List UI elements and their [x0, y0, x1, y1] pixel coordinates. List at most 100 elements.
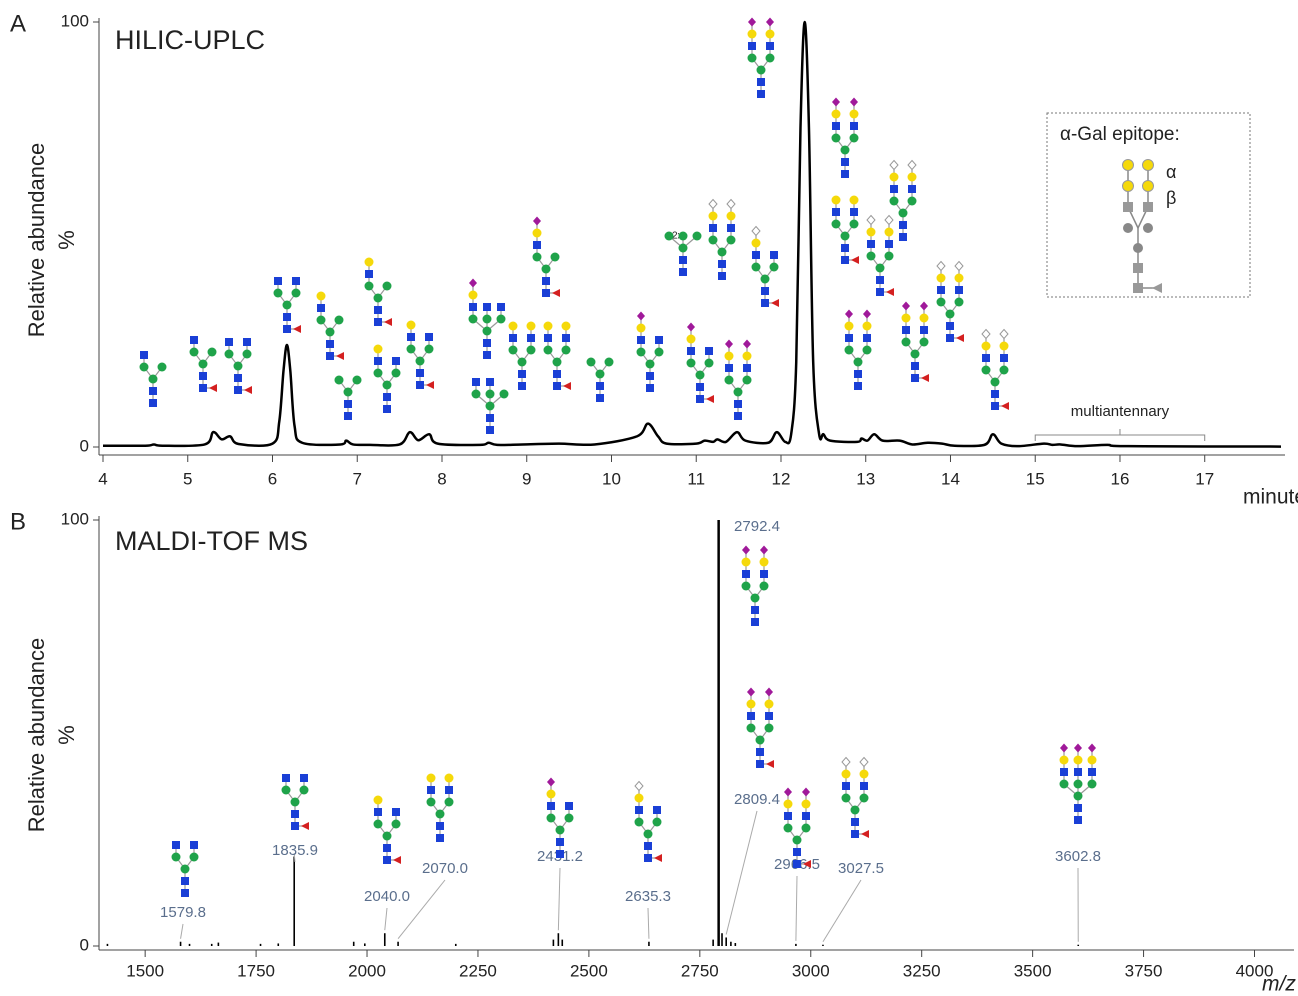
- glcnac: [718, 260, 726, 268]
- glcnac: [908, 185, 916, 193]
- mannose: [831, 219, 841, 229]
- fucose: [956, 334, 964, 342]
- glcnac: [472, 378, 480, 386]
- mannose: [424, 344, 434, 354]
- mannose: [334, 375, 344, 385]
- label-leader: [795, 875, 798, 941]
- glcnac: [292, 277, 300, 285]
- y-axis-label: Relative abundance: [24, 143, 49, 337]
- glcnac: [742, 570, 750, 578]
- mannose: [936, 297, 946, 307]
- neuac: [902, 301, 910, 311]
- glcnac: [655, 336, 663, 344]
- glcnac: [842, 782, 850, 790]
- neugc: [751, 225, 761, 237]
- galactose: [919, 313, 929, 323]
- fucose: [886, 288, 894, 296]
- glcnac: [832, 208, 840, 216]
- neugc: [907, 159, 917, 171]
- glycan-icon: [724, 339, 752, 420]
- mannose: [291, 288, 301, 298]
- galactose: [884, 227, 894, 237]
- mannose: [907, 196, 917, 206]
- glycan-note: 2x: [672, 231, 683, 242]
- mannose: [910, 349, 920, 359]
- x-tick-label: 3000: [792, 961, 830, 980]
- mannose: [546, 813, 556, 823]
- glcnac: [937, 286, 945, 294]
- mannose: [747, 53, 757, 63]
- glcnac: [845, 334, 853, 342]
- mannose: [692, 231, 702, 241]
- glycan-icon: [171, 841, 199, 897]
- label-leader: [557, 867, 561, 931]
- x-tick-label: 12: [772, 469, 791, 488]
- glcnac: [416, 381, 424, 389]
- galactose: [742, 351, 752, 361]
- mannose: [499, 389, 509, 399]
- glcnac: [876, 276, 884, 284]
- glycan-icon: [508, 321, 536, 390]
- mannose: [604, 357, 614, 367]
- x-tick-label: 1500: [126, 961, 164, 980]
- glycan-icon: [664, 231, 702, 276]
- glcnac: [374, 306, 382, 314]
- glcnac: [486, 426, 494, 434]
- annotation: multiantennary: [1071, 403, 1170, 420]
- galactose: [936, 273, 946, 283]
- glcnac: [911, 374, 919, 382]
- glcnac: [757, 90, 765, 98]
- glycan-icon: [981, 328, 1009, 410]
- glcnac: [344, 400, 352, 408]
- mannose: [444, 797, 454, 807]
- mannose: [746, 723, 756, 733]
- galactose: [373, 795, 383, 805]
- neuac: [920, 301, 928, 311]
- mannose: [636, 347, 646, 357]
- mannose: [726, 235, 736, 245]
- galactose: [406, 320, 416, 330]
- y-tick-label: 0: [80, 935, 89, 954]
- mannose: [526, 345, 536, 355]
- glcnac: [365, 270, 373, 278]
- fucose: [384, 318, 392, 326]
- glcnac: [696, 383, 704, 391]
- neuac: [863, 309, 871, 319]
- mannose: [750, 593, 760, 603]
- mannose: [334, 315, 344, 325]
- galactose: [316, 291, 326, 301]
- galactose: [801, 799, 811, 809]
- mannose: [840, 231, 850, 241]
- galactose: [849, 109, 859, 119]
- fucose: [293, 325, 301, 333]
- glcnac: [374, 318, 382, 326]
- glcnac: [765, 712, 773, 720]
- galactose: [831, 109, 841, 119]
- galactose: [841, 769, 851, 779]
- glcnac: [547, 802, 555, 810]
- mannose: [273, 288, 283, 298]
- mannose: [541, 264, 551, 274]
- glcnac: [850, 122, 858, 130]
- chart-title: MALDI-TOF MS: [115, 526, 308, 556]
- mannose: [555, 825, 565, 835]
- galactose: [765, 29, 775, 39]
- glcnac: [756, 760, 764, 768]
- glcnac: [596, 394, 604, 402]
- galactose: [724, 351, 734, 361]
- beta-label: β: [1166, 188, 1176, 208]
- mannose: [792, 835, 802, 845]
- x-tick-label: 11: [687, 469, 705, 488]
- glcnac: [751, 618, 759, 626]
- peak-label: 2792.4: [734, 518, 780, 535]
- mannose: [678, 231, 688, 241]
- glycan-icon: [634, 780, 662, 862]
- glcnac: [553, 382, 561, 390]
- galactose: [746, 699, 756, 709]
- glcnac: [1000, 354, 1008, 362]
- neuac: [1060, 743, 1068, 753]
- neuac: [765, 687, 773, 697]
- mannose: [859, 793, 869, 803]
- galactose: [889, 172, 899, 182]
- glcnac: [991, 402, 999, 410]
